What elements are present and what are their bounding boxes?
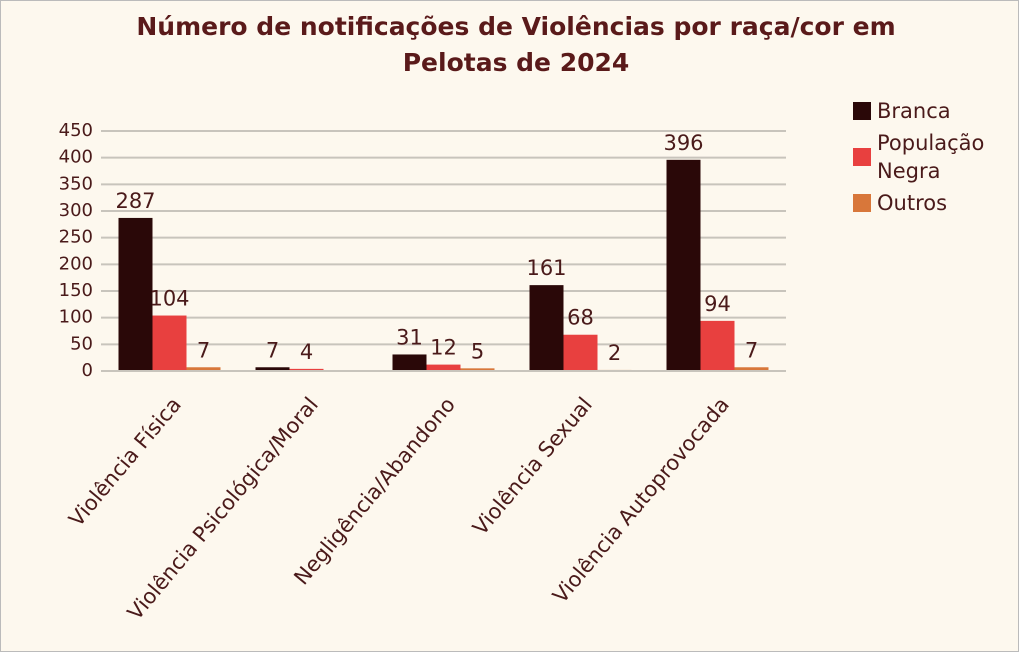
legend-label: Outros (877, 191, 948, 215)
bar (118, 217, 153, 371)
y-tick-label: 400 (59, 147, 93, 168)
chart-title: Número de notificações de Violências por… (136, 12, 896, 77)
bar (392, 354, 427, 371)
value-label: 94 (704, 292, 731, 316)
value-label: 396 (663, 131, 703, 155)
bar (289, 368, 324, 371)
y-tick-label: 200 (59, 253, 93, 274)
value-label: 7 (266, 338, 279, 362)
value-label: 4 (300, 340, 313, 364)
bar (426, 364, 461, 371)
value-label: 7 (745, 338, 758, 362)
bar (563, 334, 598, 371)
y-tick-label: 300 (59, 200, 93, 221)
bar (666, 159, 701, 371)
bar (255, 367, 290, 371)
legend-item: População Negra (853, 129, 1013, 185)
value-label: 7 (197, 338, 210, 362)
legend-item: Branca (853, 97, 1013, 125)
value-label: 12 (430, 336, 457, 360)
y-tick-label: 250 (59, 227, 93, 248)
bar (700, 320, 735, 371)
y-tick-label: 450 (59, 120, 93, 141)
y-tick-label: 50 (70, 333, 93, 354)
legend-swatch (853, 148, 871, 166)
value-label: 31 (396, 325, 423, 349)
legend-swatch (853, 102, 871, 120)
legend-label: Branca (877, 99, 951, 123)
y-tick-label: 350 (59, 173, 93, 194)
y-tick-label: 100 (59, 307, 93, 328)
legend: Branca População Negra Outros (853, 97, 1013, 221)
value-label: 287 (115, 189, 155, 213)
bar (529, 285, 564, 371)
x-tick-label: Violência Física (64, 393, 186, 532)
x-tick-label: Negligência/Abandono (289, 393, 460, 590)
bar (734, 367, 769, 371)
value-label: 104 (149, 287, 189, 311)
legend-swatch (853, 194, 871, 212)
x-tick-label: Violência Sexual (468, 393, 597, 540)
legend-label: População Negra (877, 131, 985, 183)
value-label: 5 (471, 339, 484, 363)
bar (152, 315, 187, 371)
y-tick-label: 0 (82, 360, 93, 381)
value-label: 2 (608, 341, 621, 365)
value-label: 68 (567, 306, 594, 330)
y-tick-label: 150 (59, 280, 93, 301)
legend-item: Outros (853, 189, 1013, 217)
value-label: 161 (526, 256, 566, 280)
bar (460, 368, 495, 371)
bar (186, 367, 221, 371)
